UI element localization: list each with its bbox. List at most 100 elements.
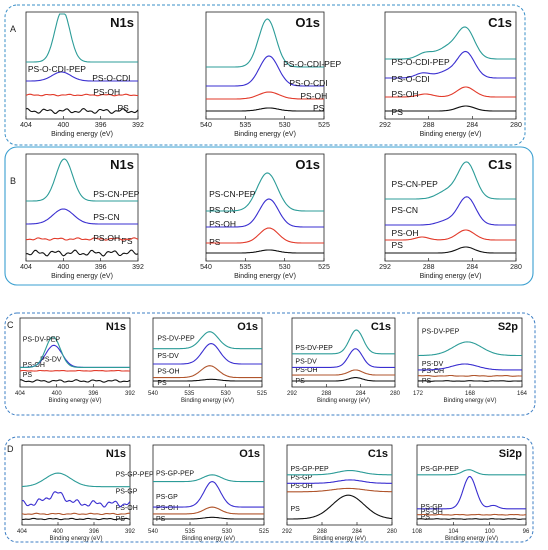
section-frame-d [4, 436, 534, 543]
series-label: PS-GP-PEP [156, 471, 194, 478]
panel-a-n1s: N1s 404 400 396 392 Binding energy (eV) PS PS-O… [20, 11, 144, 138]
panel-d-c1s: C1s 292 288 284 280 Binding energy (eV) PS PS-O… [282, 444, 398, 542]
x-tick-label: 400 [53, 529, 64, 535]
series-label: PS-O-CDI-PEP [392, 57, 450, 67]
plot-frame [384, 11, 517, 120]
x-tick-label: 288 [321, 391, 332, 397]
series-label: PS-DV [295, 358, 317, 365]
series-line-ps-oh [206, 91, 324, 100]
x-tick-label: 400 [57, 122, 69, 129]
panel-title: O1s [237, 321, 258, 333]
panel-c-n1s: N1s 404 400 396 392 Binding energy (eV) PS PS-O… [15, 317, 136, 404]
series-line-ps-oh [153, 365, 262, 379]
panel-title: C1s [488, 157, 512, 172]
series-line-ps-oh [25, 93, 138, 97]
series-line-ps [21, 517, 131, 521]
series-line-ps-gp [153, 481, 264, 508]
x-tick-label: 535 [239, 122, 251, 129]
series-line-ps-cn [206, 198, 324, 228]
series-line-ps-oh [418, 374, 522, 377]
series-label: PS-O-CDI [289, 78, 327, 88]
series-line-ps-oh [26, 237, 139, 241]
x-axis-label: Binding energy (eV) [443, 398, 496, 404]
series-label: PS-OH [422, 368, 444, 375]
x-tick-label: 404 [17, 529, 28, 535]
x-axis-label: Binding energy (eV) [420, 131, 482, 138]
x-tick-label: 280 [510, 122, 522, 129]
x-tick-label: 400 [57, 264, 69, 271]
x-axis-label: Binding energy (eV) [445, 536, 498, 542]
series-line-ps [19, 379, 131, 383]
panel-title: O1s [239, 448, 260, 460]
series-label: PS-DV-PEP [23, 336, 61, 343]
series-line-ps-cn-pep [206, 172, 324, 212]
series-line-ps [292, 377, 395, 382]
series-label: PS-GP [116, 489, 138, 496]
series-label: PS [422, 378, 432, 385]
series-label: PS-OH [116, 505, 138, 512]
series-line-ps-gp-pep [287, 470, 392, 476]
x-tick-label: 292 [379, 122, 391, 129]
x-tick-label: 280 [510, 264, 522, 271]
series-line-ps-o-cdi [206, 55, 324, 87]
x-tick-label: 530 [221, 391, 232, 397]
series-label: PS-OH [421, 509, 443, 516]
x-tick-label: 284 [466, 264, 478, 271]
x-tick-label: 280 [390, 391, 401, 397]
section-letter: B [10, 176, 16, 186]
series-line-ps-gp-pep [417, 469, 526, 476]
x-tick-label: 288 [423, 122, 435, 129]
x-tick-label: 288 [423, 264, 435, 271]
x-axis-label: Binding energy (eV) [182, 536, 235, 542]
panel-b-o1s: O1s 540 535 530 525 Binding energy (eV) PS PS-O… [200, 153, 330, 280]
series-line-ps-cn-pep [26, 158, 138, 202]
x-tick-label: 104 [448, 529, 459, 535]
series-label: PS-CN-PEP [93, 189, 140, 199]
panel-title: N1s [110, 15, 134, 30]
x-tick-label: 525 [318, 264, 330, 271]
series-line-ps [153, 516, 264, 520]
x-tick-label: 164 [517, 391, 528, 397]
x-tick-label: 284 [356, 391, 367, 397]
series-label: PS-OH [157, 369, 179, 376]
series-label: PS-O-CDI [392, 74, 430, 84]
series-line-ps-dv [418, 363, 522, 371]
x-axis-label: Binding energy (eV) [49, 536, 102, 542]
series-label: PS-OH [291, 483, 313, 490]
series-label: PS-GP-PEP [421, 466, 459, 473]
series-line-ps-oh [385, 86, 516, 98]
x-tick-label: 396 [89, 529, 100, 535]
series-label: PS-OH [93, 87, 120, 97]
x-axis-label: Binding energy (eV) [234, 131, 296, 138]
x-axis-label: Binding energy (eV) [51, 131, 113, 138]
x-axis-label: Binding energy (eV) [181, 398, 234, 404]
x-axis-label: Binding energy (eV) [313, 536, 366, 542]
series-label: PS [313, 103, 325, 113]
series-label: PS-DV [157, 353, 179, 360]
series-label: PS-CN-PEP [392, 179, 439, 189]
series-line-ps-oh [19, 369, 130, 372]
x-tick-label: 284 [466, 122, 478, 129]
series-label: PS-O-CDI-PEP [28, 64, 86, 74]
series-line-ps-o-cdi [385, 50, 516, 79]
panel-title: N1s [106, 321, 126, 333]
x-tick-label: 396 [88, 391, 99, 397]
series-line-ps-dv [153, 343, 262, 365]
series-label: PS [421, 514, 431, 521]
series-label: PS-OH [295, 367, 317, 374]
plot-frame [152, 444, 265, 526]
series-line-ps-o-cdi-pep [385, 26, 516, 60]
section-frame-a [4, 4, 526, 146]
panel-title: Si2p [499, 448, 523, 460]
plot-frame [205, 11, 325, 120]
x-axis-label: Binding energy (eV) [51, 273, 113, 280]
panel-title: C1s [368, 448, 388, 460]
series-line-ps [416, 518, 526, 520]
x-tick-label: 392 [132, 264, 144, 271]
section-letter: A [10, 24, 16, 34]
series-line-ps [287, 494, 393, 520]
series-line-ps-cn [385, 196, 516, 226]
series-line-ps-o-cdi-pep [26, 13, 138, 63]
series-label: PS-GP [291, 474, 313, 481]
series-label: PS-OH [23, 362, 45, 369]
